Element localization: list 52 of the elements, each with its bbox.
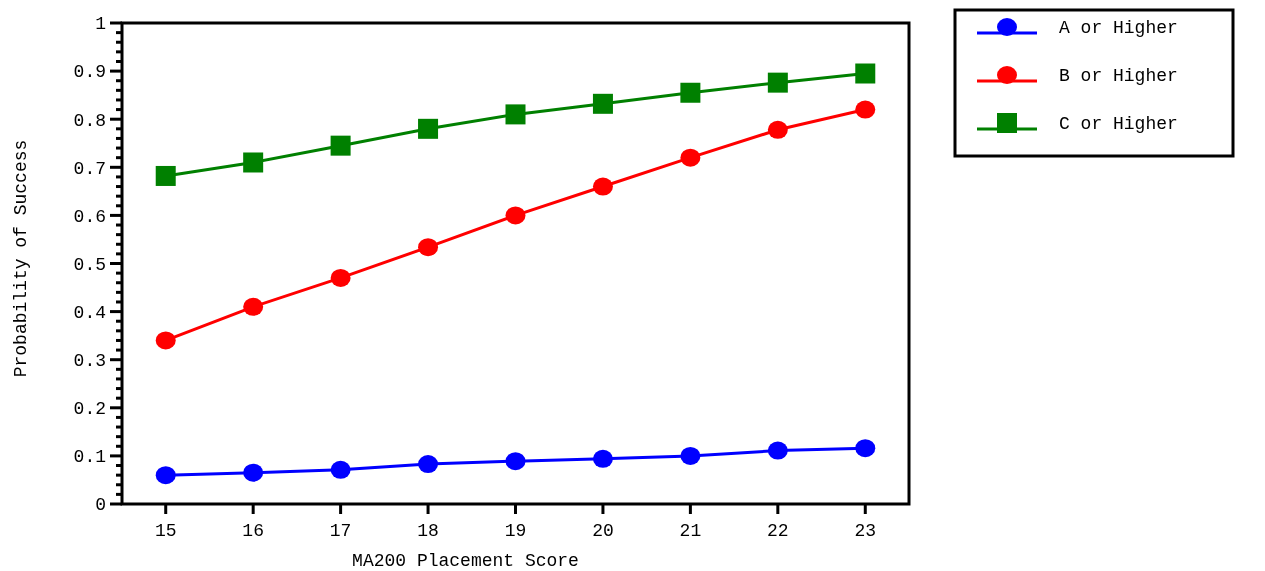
point — [418, 118, 439, 139]
point — [243, 463, 264, 482]
x-tick-label: 15 — [154, 521, 177, 541]
y-tick-label: 0.4 — [73, 302, 106, 323]
x-tick-label: 20 — [592, 521, 614, 541]
y-tick-label: 0.2 — [73, 399, 106, 420]
y-tick-label: 0.6 — [73, 206, 106, 227]
point — [243, 152, 264, 173]
y-tick-label: 0.3 — [73, 351, 106, 371]
point — [592, 449, 613, 468]
legend-label: C or Higher — [1059, 114, 1178, 135]
point — [592, 93, 613, 114]
y-tick-label: 0.5 — [73, 254, 106, 275]
point — [855, 100, 876, 119]
point — [680, 446, 701, 465]
point — [680, 82, 701, 103]
point — [155, 331, 176, 350]
point — [855, 439, 876, 458]
y-tick-label: 0.7 — [73, 158, 106, 179]
point — [767, 120, 788, 139]
x-tick-label: 16 — [242, 521, 264, 541]
point — [330, 135, 351, 156]
y-tick-label: 0 — [95, 495, 106, 516]
point — [767, 72, 788, 93]
point — [155, 466, 176, 485]
point — [330, 268, 351, 287]
y-tick-label: 0.9 — [73, 62, 106, 83]
legend-label: A or Higher — [1059, 18, 1178, 39]
x-tick-label: 17 — [329, 521, 352, 541]
y-tick-label: 0.8 — [73, 110, 106, 131]
y-axis-title: Probability of Success — [11, 139, 31, 378]
point — [155, 165, 176, 186]
point — [243, 297, 264, 316]
point — [767, 441, 788, 460]
point — [418, 238, 439, 257]
x-tick-label: 18 — [417, 521, 439, 541]
legend-label: B or Higher — [1059, 66, 1178, 87]
point — [418, 455, 439, 474]
point — [330, 460, 351, 479]
point — [680, 148, 701, 167]
x-axis-title: MA200 Placement Score — [352, 551, 579, 571]
point — [855, 63, 876, 84]
x-tick-label: 19 — [504, 521, 527, 541]
point — [592, 177, 613, 196]
x-tick-label: 21 — [679, 521, 702, 541]
y-tick-label: 0.1 — [73, 447, 106, 468]
y-tick-label: 1 — [95, 14, 106, 35]
point — [505, 452, 526, 471]
x-tick-label: 23 — [854, 521, 877, 541]
x-tick-label: 22 — [767, 521, 789, 541]
point — [505, 104, 526, 125]
point — [505, 206, 526, 225]
